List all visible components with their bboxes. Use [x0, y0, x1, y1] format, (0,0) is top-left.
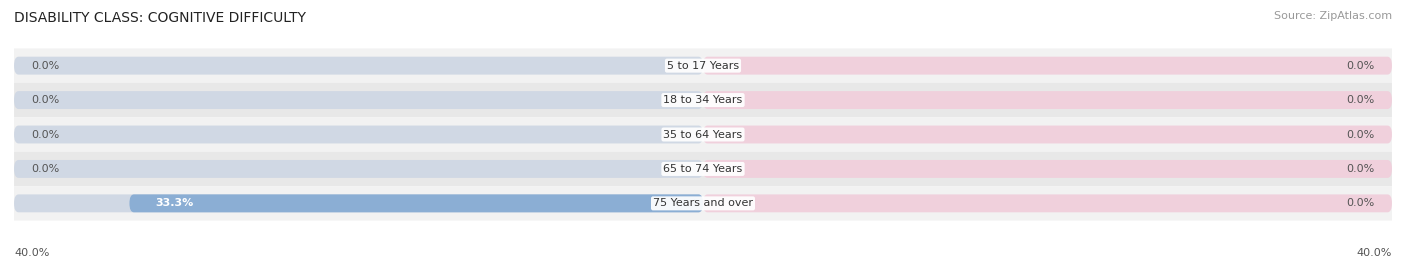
Text: 0.0%: 0.0%	[1347, 129, 1375, 140]
Text: 0.0%: 0.0%	[31, 61, 59, 71]
FancyBboxPatch shape	[703, 160, 1392, 178]
FancyBboxPatch shape	[703, 57, 1392, 75]
Text: 0.0%: 0.0%	[1347, 95, 1375, 105]
FancyBboxPatch shape	[14, 126, 703, 143]
FancyBboxPatch shape	[14, 152, 1392, 186]
Text: Source: ZipAtlas.com: Source: ZipAtlas.com	[1274, 11, 1392, 21]
FancyBboxPatch shape	[703, 91, 1392, 109]
Text: 18 to 34 Years: 18 to 34 Years	[664, 95, 742, 105]
Text: 40.0%: 40.0%	[14, 248, 49, 258]
FancyBboxPatch shape	[14, 186, 1392, 221]
Text: 0.0%: 0.0%	[1347, 164, 1375, 174]
Text: 0.0%: 0.0%	[31, 129, 59, 140]
Text: 75 Years and over: 75 Years and over	[652, 198, 754, 208]
FancyBboxPatch shape	[14, 91, 703, 109]
FancyBboxPatch shape	[14, 57, 703, 75]
Text: 0.0%: 0.0%	[31, 95, 59, 105]
FancyBboxPatch shape	[14, 117, 1392, 152]
Text: 0.0%: 0.0%	[31, 164, 59, 174]
Text: 40.0%: 40.0%	[1357, 248, 1392, 258]
FancyBboxPatch shape	[14, 160, 703, 178]
Text: 0.0%: 0.0%	[1347, 61, 1375, 71]
Text: 5 to 17 Years: 5 to 17 Years	[666, 61, 740, 71]
FancyBboxPatch shape	[703, 126, 1392, 143]
Text: 0.0%: 0.0%	[1347, 198, 1375, 208]
Text: 35 to 64 Years: 35 to 64 Years	[664, 129, 742, 140]
Text: DISABILITY CLASS: COGNITIVE DIFFICULTY: DISABILITY CLASS: COGNITIVE DIFFICULTY	[14, 11, 307, 25]
Text: 65 to 74 Years: 65 to 74 Years	[664, 164, 742, 174]
FancyBboxPatch shape	[703, 194, 1392, 212]
FancyBboxPatch shape	[129, 194, 703, 212]
FancyBboxPatch shape	[14, 194, 703, 212]
FancyBboxPatch shape	[14, 48, 1392, 83]
FancyBboxPatch shape	[14, 83, 1392, 117]
Text: 33.3%: 33.3%	[155, 198, 194, 208]
